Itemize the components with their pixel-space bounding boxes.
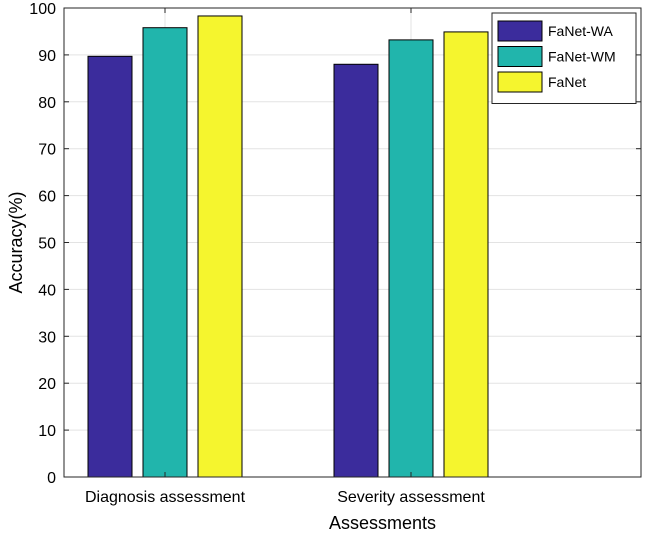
legend-label: FaNet-WA: [548, 23, 613, 39]
bar-fanet-1: [443, 31, 489, 478]
legend-label: FaNet: [548, 74, 586, 90]
x-tick-label: Severity assessment: [337, 489, 485, 506]
y-tick-label: 90: [38, 48, 56, 65]
y-tick-label: 50: [38, 236, 56, 253]
bar-fanet-wa-0: [87, 55, 133, 478]
legend-swatch: [497, 20, 543, 42]
x-axis-title: Assessments: [329, 513, 436, 533]
y-tick-label: 0: [47, 470, 56, 487]
bar-fanet-wa-1: [333, 63, 379, 478]
bar-fanet-wm-1: [388, 39, 434, 478]
y-tick-label: 70: [38, 142, 56, 159]
bar-fanet-wm-0: [142, 27, 188, 478]
bar-fanet-0: [197, 15, 243, 478]
bars: [87, 15, 489, 478]
y-tick-label: 10: [38, 423, 56, 440]
y-tick-label: 60: [38, 189, 56, 206]
x-tick-label: Diagnosis assessment: [85, 489, 246, 506]
legend-swatch: [497, 46, 543, 67]
y-tick-label: 30: [38, 329, 56, 346]
y-tick-label: 100: [29, 1, 56, 18]
y-tick-label: 40: [38, 282, 56, 299]
axis-ticks: 0 10 20 30 40 50 60 70 80 90 100 Diagnosis assessme…: [29, 1, 641, 506]
legend-swatch: [497, 71, 543, 93]
legend-label: FaNet-WM: [548, 49, 616, 65]
legend: FaNet-WA FaNet-WM FaNet: [491, 12, 637, 104]
y-tick-label: 20: [38, 376, 56, 393]
y-tick-label: 80: [38, 95, 56, 112]
y-axis-title: Accuracy(%): [6, 191, 26, 293]
